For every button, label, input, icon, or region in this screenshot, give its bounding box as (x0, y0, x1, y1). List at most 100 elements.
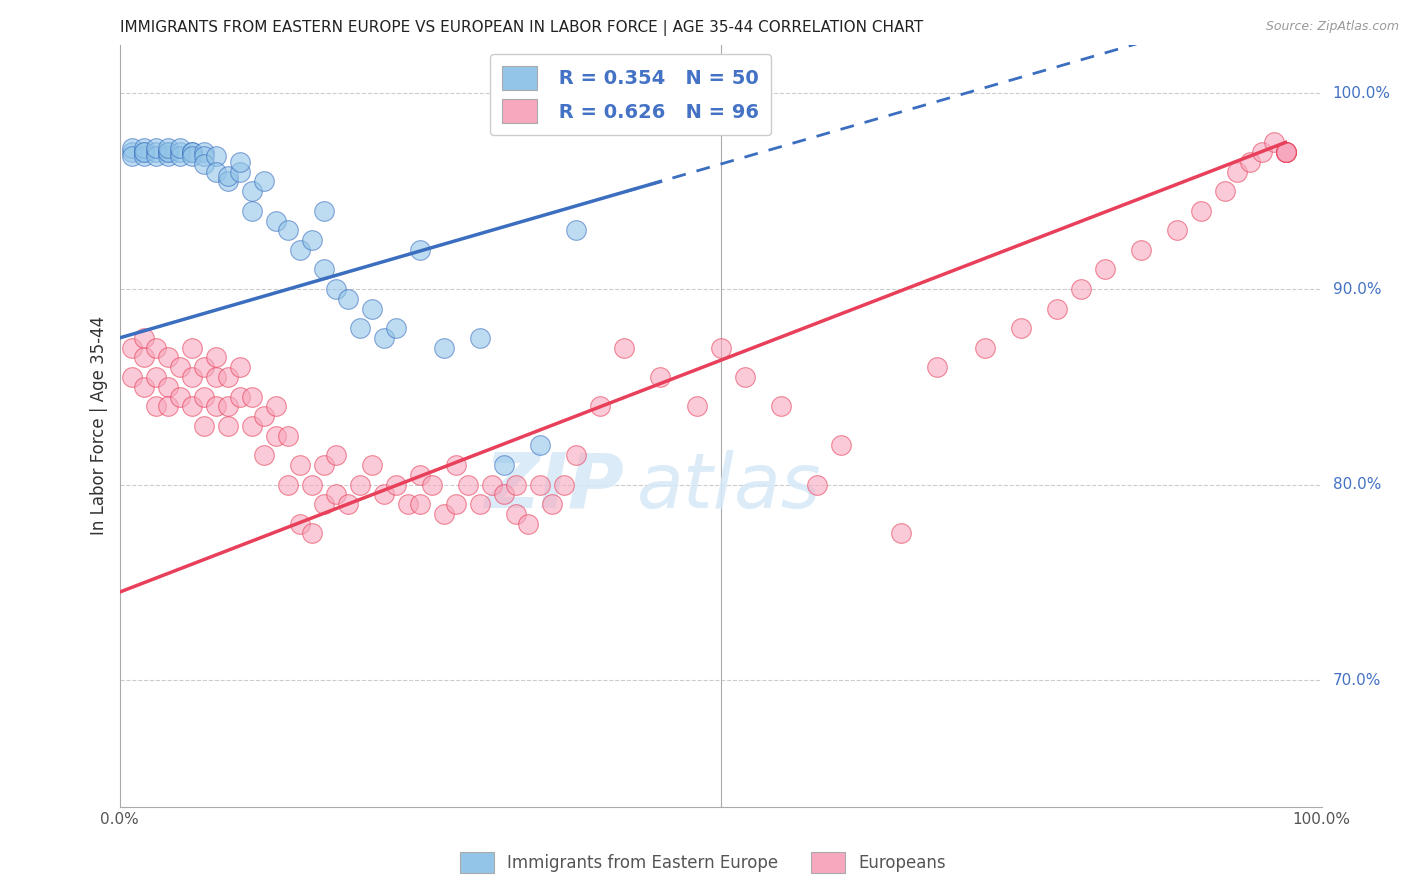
Point (156, 145, 179, 160)
Point (193, 360, 215, 375)
Point (264, 428, 287, 442)
Point (132, 351, 155, 365)
Point (180, 370, 202, 384)
Text: IMMIGRANTS FROM EASTERN EUROPE VS EUROPEAN IN LABOR FORCE | AGE 35-44 CORRELATIO: IMMIGRANTS FROM EASTERN EUROPE VS EUROPE… (120, 20, 922, 36)
Point (145, 400, 167, 414)
Point (312, 458, 335, 472)
Text: 90.0%: 90.0% (1333, 282, 1381, 296)
Point (373, 487, 395, 501)
Point (433, 507, 456, 521)
Point (145, 370, 167, 384)
Point (481, 477, 503, 491)
Point (132, 145, 155, 160)
Point (193, 149, 215, 163)
Point (1274, 145, 1296, 160)
Point (156, 145, 179, 160)
Point (1226, 164, 1249, 178)
Point (1010, 321, 1032, 335)
Point (253, 174, 276, 188)
Point (121, 149, 143, 163)
Point (169, 149, 191, 163)
Point (156, 149, 179, 163)
Point (204, 400, 226, 414)
Point (529, 477, 551, 491)
Point (541, 497, 564, 511)
Point (145, 145, 167, 160)
Point (769, 400, 792, 414)
Point (1263, 136, 1285, 150)
Point (169, 141, 191, 155)
Point (253, 409, 276, 424)
Legend:  R = 0.354   N = 50,  R = 0.626   N = 96: R = 0.354 N = 50, R = 0.626 N = 96 (489, 54, 770, 135)
Point (264, 213, 287, 227)
Point (132, 149, 155, 163)
Point (180, 341, 202, 355)
Point (156, 400, 179, 414)
Point (145, 149, 167, 163)
Point (180, 149, 202, 163)
Point (277, 223, 299, 237)
Point (433, 341, 456, 355)
Point (565, 448, 588, 462)
Point (253, 448, 276, 462)
Point (974, 341, 997, 355)
Point (1046, 301, 1069, 316)
Point (361, 301, 384, 316)
Point (1189, 203, 1212, 218)
Point (288, 516, 311, 531)
Point (121, 370, 143, 384)
Point (180, 400, 202, 414)
Point (204, 149, 226, 163)
Point (1274, 145, 1296, 160)
Point (228, 390, 252, 404)
Text: Source: ZipAtlas.com: Source: ZipAtlas.com (1265, 20, 1399, 33)
Point (217, 419, 239, 434)
Point (1070, 282, 1092, 296)
Point (240, 203, 263, 218)
Text: 100.0%: 100.0% (1333, 86, 1391, 101)
Point (240, 184, 263, 198)
Point (145, 141, 167, 155)
Point (325, 282, 347, 296)
Point (336, 497, 359, 511)
Point (468, 497, 492, 511)
Point (132, 331, 155, 345)
Point (1274, 145, 1296, 160)
Point (204, 164, 226, 178)
Point (169, 145, 191, 160)
Point (494, 487, 516, 501)
Point (193, 145, 215, 160)
Point (180, 145, 202, 160)
Point (650, 370, 672, 384)
Point (349, 477, 371, 491)
Point (1274, 145, 1296, 160)
Point (301, 526, 323, 541)
Point (277, 428, 299, 442)
Text: atlas: atlas (637, 450, 821, 524)
Point (301, 233, 323, 247)
Point (288, 243, 311, 257)
Point (132, 141, 155, 155)
Point (409, 467, 432, 482)
Point (156, 351, 179, 365)
Point (169, 390, 191, 404)
Point (264, 400, 287, 414)
Point (806, 477, 828, 491)
Point (529, 438, 551, 452)
Point (217, 400, 239, 414)
Point (890, 526, 912, 541)
Point (1239, 155, 1261, 169)
Point (385, 477, 408, 491)
Text: 70.0%: 70.0% (1333, 673, 1381, 688)
Point (613, 341, 636, 355)
Point (409, 243, 432, 257)
Point (301, 477, 323, 491)
Point (1250, 145, 1272, 160)
Point (1215, 184, 1237, 198)
Point (349, 321, 371, 335)
Point (204, 351, 226, 365)
Point (228, 360, 252, 375)
Point (565, 223, 588, 237)
Point (517, 516, 540, 531)
Point (325, 487, 347, 501)
